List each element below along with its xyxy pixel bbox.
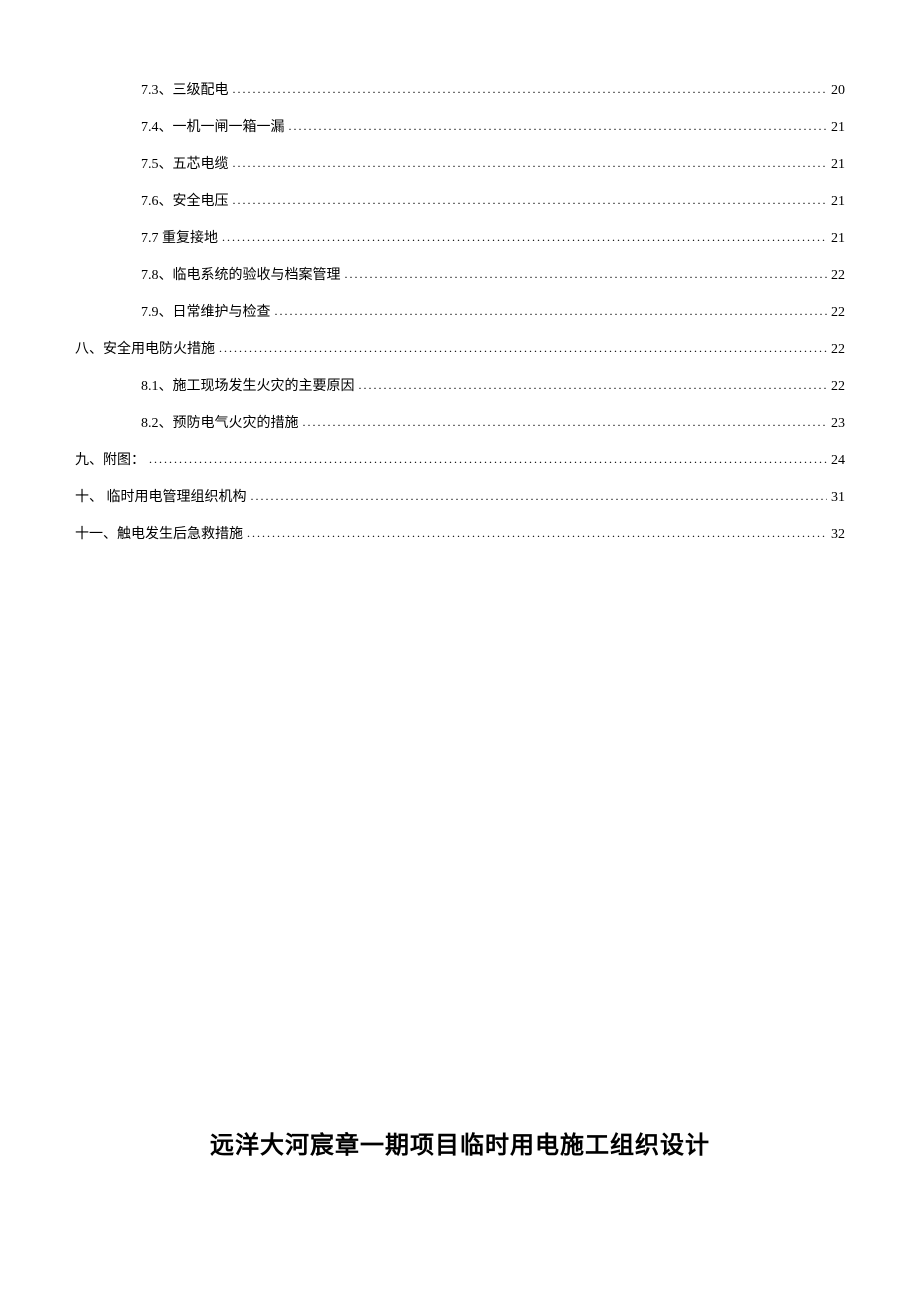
toc-entry-label: 8.2、预防电气火灾的措施: [141, 413, 299, 434]
toc-entry: 7.8、临电系统的验收与档案管理 22: [75, 265, 845, 286]
toc-entry-label: 7.6、安全电压: [141, 191, 229, 212]
toc-entry: 八、安全用电防火措施 22: [75, 339, 845, 360]
toc-entry-page: 22: [831, 376, 845, 397]
toc-entry: 8.2、预防电气火灾的措施 23: [75, 413, 845, 434]
toc-entry: 7.4、一机一闸一箱一漏 21: [75, 117, 845, 138]
toc-entry-page: 20: [831, 80, 845, 101]
toc-entry: 九、附图： 24: [75, 450, 845, 471]
toc-leader-dots: [359, 376, 828, 394]
toc-entry: 十一、触电发生后急救措施 32: [75, 524, 845, 545]
toc-entry-page: 21: [831, 228, 845, 249]
toc-entry-page: 21: [831, 117, 845, 138]
toc-entry-page: 22: [831, 265, 845, 286]
toc-entry: 7.5、五芯电缆 21: [75, 154, 845, 175]
toc-entry: 7.7 重复接地 21: [75, 228, 845, 249]
toc-leader-dots: [247, 524, 827, 542]
toc-entry-label: 8.1、施工现场发生火灾的主要原因: [141, 376, 355, 397]
toc-entry-label: 7.4、一机一闸一箱一漏: [141, 117, 285, 138]
toc-leader-dots: [219, 339, 827, 357]
toc-leader-dots: [251, 487, 828, 505]
toc-entry-page: 22: [831, 339, 845, 360]
toc-entry-label: 7.8、临电系统的验收与档案管理: [141, 265, 341, 286]
toc-leader-dots: [233, 80, 828, 98]
toc-entry-page: 23: [831, 413, 845, 434]
document-title: 远洋大河宸章一期项目临时用电施工组织设计: [75, 1125, 845, 1160]
toc-entry-page: 24: [831, 450, 845, 471]
toc-entry-page: 21: [831, 154, 845, 175]
toc-entry-label: 九、附图：: [75, 450, 145, 471]
toc-entry-page: 32: [831, 524, 845, 545]
toc-entry: 十、 临时用电管理组织机构 31: [75, 487, 845, 508]
toc-entry-page: 31: [831, 487, 845, 508]
toc-leader-dots: [233, 191, 828, 209]
toc-leader-dots: [275, 302, 828, 320]
toc-entry-label: 7.7 重复接地: [141, 228, 218, 249]
toc-entry-label: 十一、触电发生后急救措施: [75, 524, 243, 545]
toc-entry-label: 十、 临时用电管理组织机构: [75, 487, 247, 508]
toc-entry-label: 八、安全用电防火措施: [75, 339, 215, 360]
toc-leader-dots: [222, 228, 827, 246]
toc-entry-page: 21: [831, 191, 845, 212]
toc-entry-label: 7.9、日常维护与检查: [141, 302, 271, 323]
toc-entry: 8.1、施工现场发生火灾的主要原因 22: [75, 376, 845, 397]
toc-leader-dots: [149, 450, 827, 468]
toc-leader-dots: [345, 265, 828, 283]
toc-entry: 7.9、日常维护与检查 22: [75, 302, 845, 323]
table-of-contents: 7.3、三级配电207.4、一机一闸一箱一漏217.5、五芯电缆217.6、安全…: [75, 80, 845, 545]
toc-entry-label: 7.5、五芯电缆: [141, 154, 229, 175]
toc-leader-dots: [233, 154, 828, 172]
toc-entry: 7.3、三级配电 20: [75, 80, 845, 101]
toc-entry: 7.6、安全电压 21: [75, 191, 845, 212]
toc-entry-page: 22: [831, 302, 845, 323]
toc-entry-label: 7.3、三级配电: [141, 80, 229, 101]
toc-leader-dots: [303, 413, 828, 431]
toc-leader-dots: [289, 117, 828, 135]
